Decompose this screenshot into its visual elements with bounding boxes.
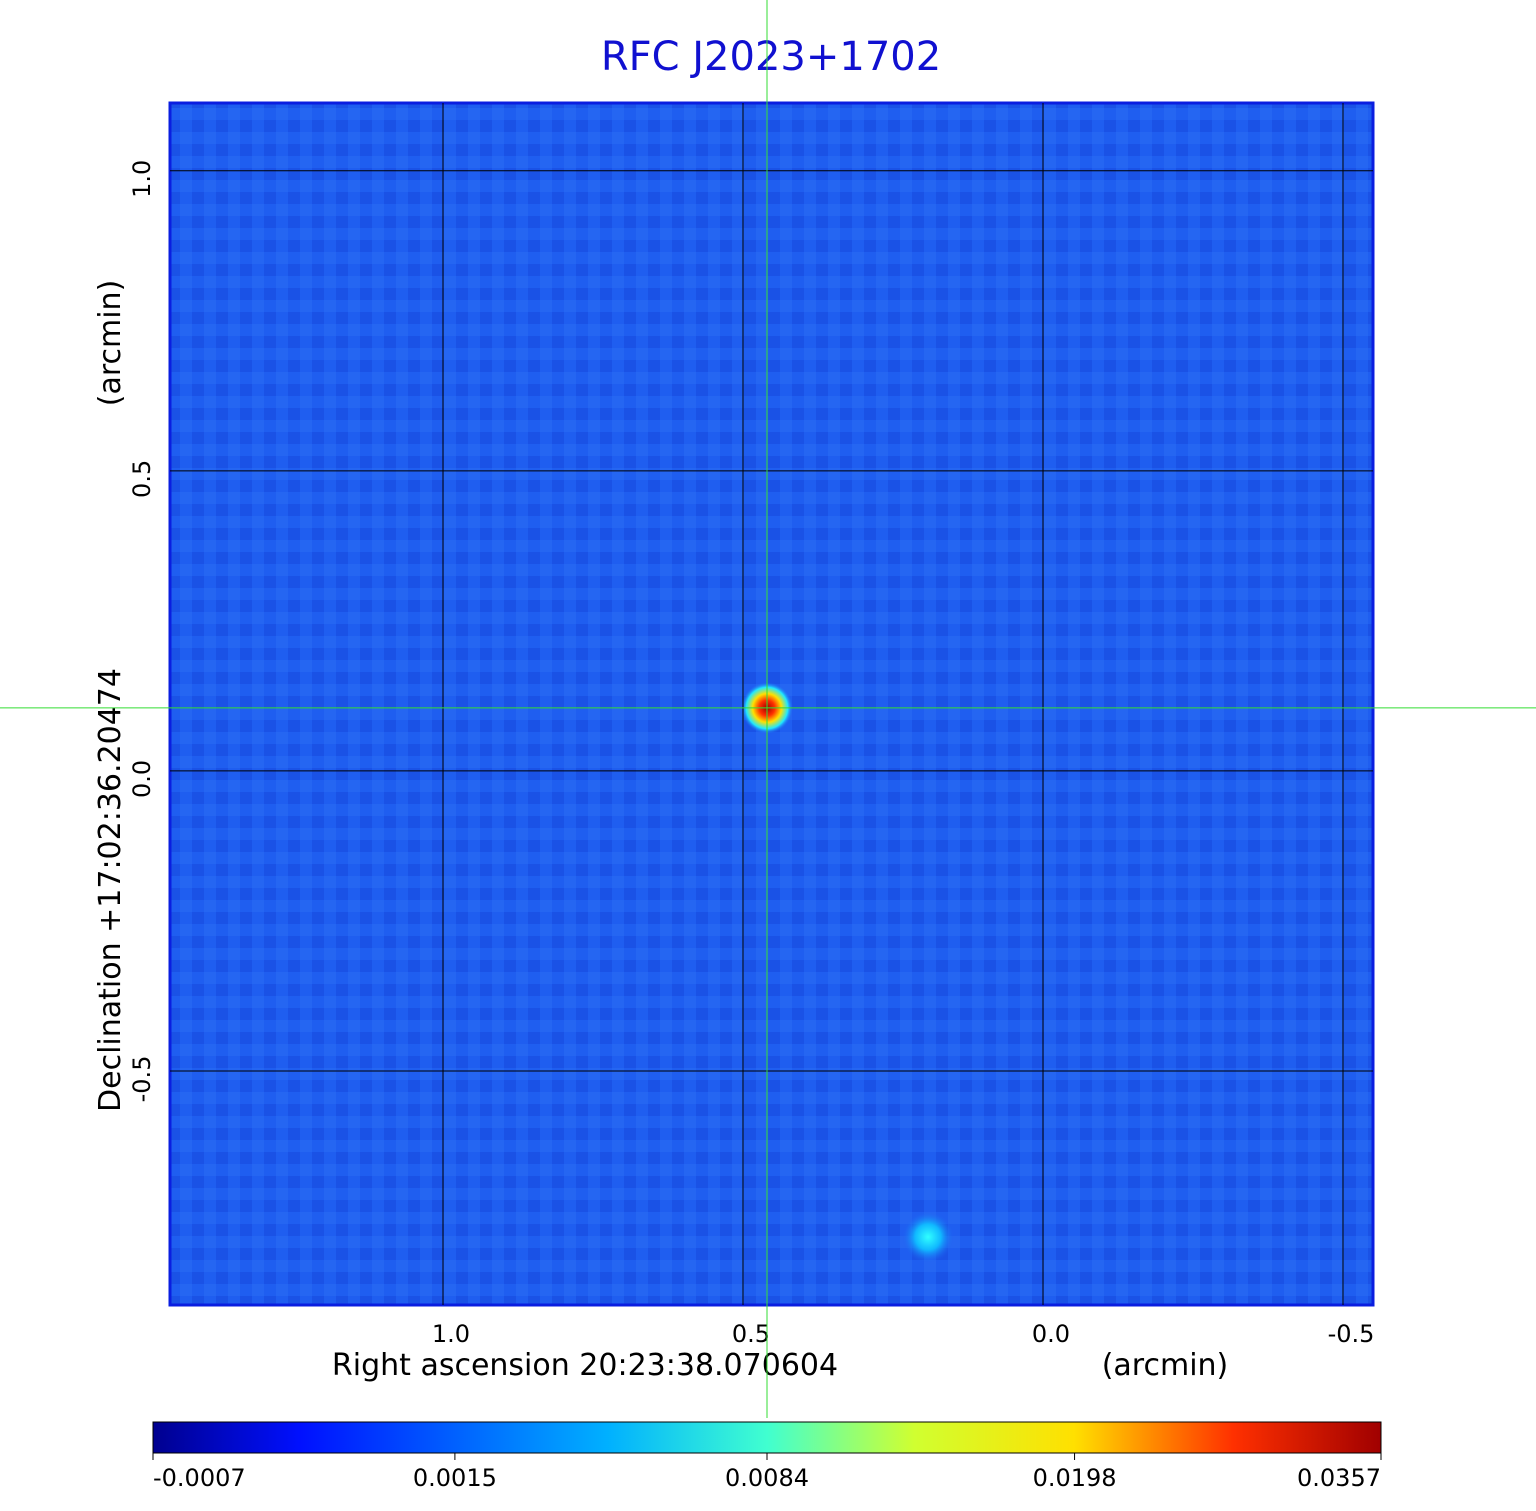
y-axis-label: Declination +17:02:36.20474: [93, 668, 128, 1112]
chart-title: RFC J2023+1702: [601, 34, 941, 80]
x-axis-label: Right ascension 20:23:38.070604: [332, 1348, 838, 1383]
colorbar-tick-label: 0.0015: [413, 1464, 497, 1492]
colorbar-tick-label: 0.0357: [1297, 1464, 1381, 1492]
colorbar: [152, 1421, 1382, 1454]
x-axis-unit: (arcmin): [1102, 1348, 1229, 1383]
colorbar-tick-label: 0.0084: [725, 1464, 809, 1492]
y-tick-label: -0.5: [128, 1056, 156, 1103]
colorbar-tick-label: 0.0198: [1033, 1464, 1117, 1492]
y-axis-unit: (arcmin): [93, 280, 128, 407]
y-tick-label: 0.5: [128, 460, 156, 498]
source-blob: [902, 1211, 954, 1263]
x-tick-label: 1.0: [432, 1320, 470, 1348]
colorbar-tick-label: -0.0007: [153, 1464, 246, 1492]
y-tick-label: 1.0: [128, 160, 156, 198]
x-tick-label: 0.5: [732, 1320, 770, 1348]
y-tick-label: 0.0: [128, 760, 156, 798]
x-tick-label: -0.5: [1328, 1320, 1375, 1348]
x-tick-label: 0.0: [1032, 1320, 1070, 1348]
